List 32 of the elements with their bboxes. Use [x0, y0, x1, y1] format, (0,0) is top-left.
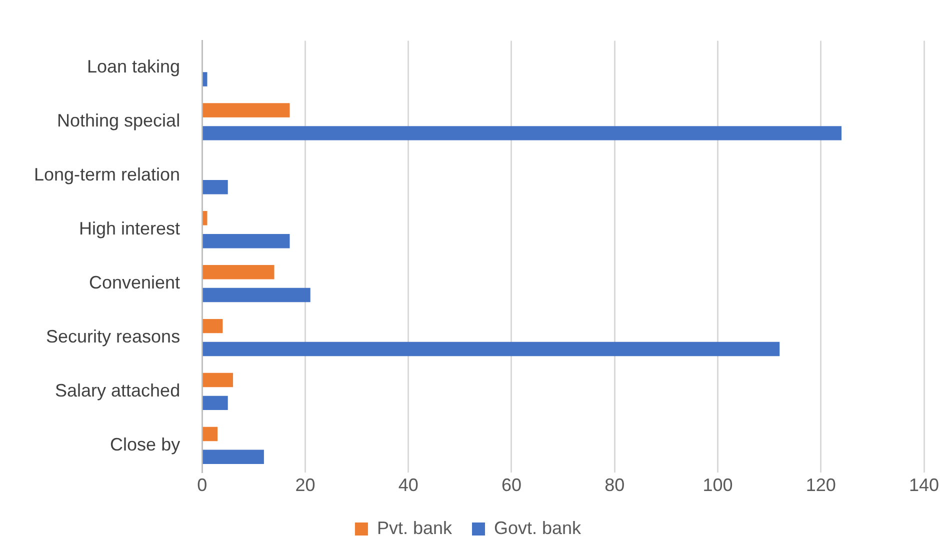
x-tick-label: 120: [806, 475, 836, 496]
x-tick-label: 60: [501, 475, 522, 496]
x-tick-label: 100: [702, 475, 733, 496]
y-tick-label: Long-term relation: [34, 164, 180, 185]
bar: [202, 318, 223, 334]
bar: [202, 288, 310, 302]
legend-label: Govt. bank: [494, 518, 582, 538]
bar: [202, 450, 264, 464]
y-tick-label: High interest: [79, 218, 180, 239]
y-tick-label: Loan taking: [86, 56, 180, 77]
bar: [202, 342, 780, 356]
x-tick-label: 140: [908, 475, 940, 496]
bar: [202, 426, 218, 442]
y-tick-label: Nothing special: [56, 110, 180, 131]
bar: [202, 265, 274, 280]
y-tick-label: Salary attached: [54, 380, 180, 400]
legend-label: Pvt. bank: [376, 518, 453, 538]
x-tick-label: 0: [197, 475, 208, 496]
x-tick-label: 40: [398, 475, 418, 496]
bar: [202, 211, 208, 226]
bar: [202, 234, 290, 248]
bar: [202, 180, 228, 194]
y-tick-label: Security reasons: [46, 326, 180, 346]
bar: [202, 72, 208, 86]
bar: [202, 103, 290, 118]
x-tick-label: 20: [295, 475, 316, 496]
y-tick-label: Close by: [110, 434, 180, 454]
bar: [202, 126, 842, 140]
y-tick-label: Convenient: [88, 272, 180, 293]
x-tick-label: 80: [604, 475, 625, 496]
bar: [202, 372, 234, 388]
bar: [202, 396, 228, 410]
